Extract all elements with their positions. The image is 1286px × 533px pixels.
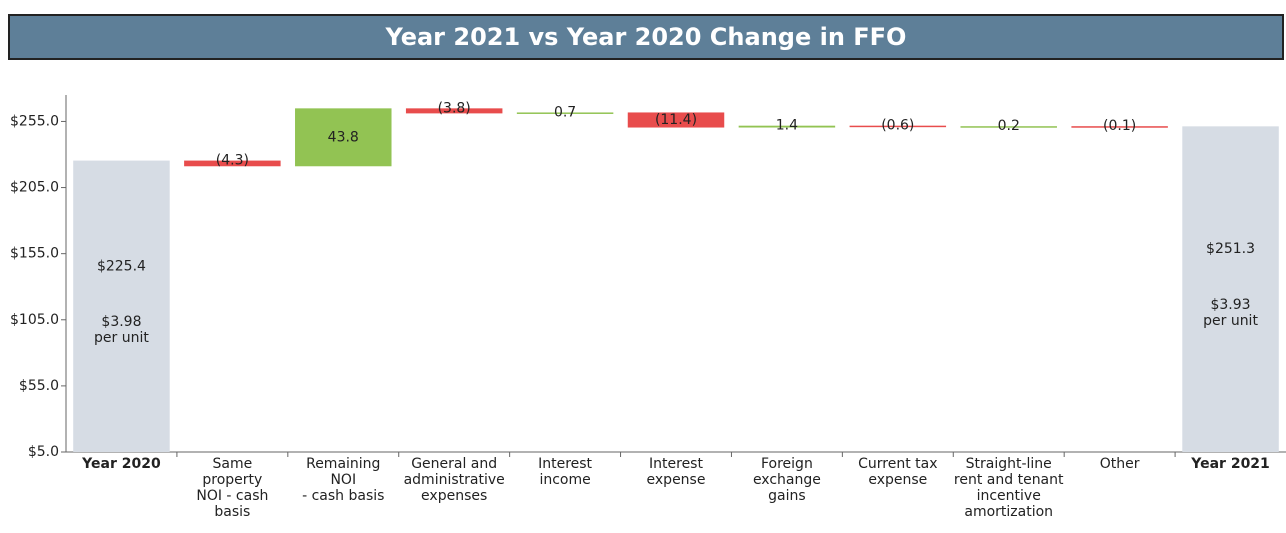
per-unit-label: $3.98 per unit <box>94 314 149 347</box>
value-label: (3.8) <box>438 100 471 116</box>
x-tick-label: Current tax expense <box>858 456 938 488</box>
value-label: 1.4 <box>776 118 798 134</box>
bar <box>849 125 947 128</box>
value-label: (0.6) <box>881 118 914 134</box>
bar <box>1182 126 1279 452</box>
value-label: 0.2 <box>998 118 1020 134</box>
x-tick-label: Interest income <box>538 456 593 488</box>
bar <box>627 112 725 128</box>
value-label: (0.1) <box>1103 118 1136 134</box>
y-tick-label: $105.0 <box>10 312 59 328</box>
y-tick-label: $55.0 <box>19 378 59 394</box>
value-label: (11.4) <box>655 112 697 128</box>
x-tick-label: Interest expense <box>646 456 706 488</box>
bar <box>738 125 836 128</box>
y-tick-label: $155.0 <box>10 246 59 262</box>
chart-title: Year 2021 vs Year 2020 Change in FFO <box>8 14 1284 60</box>
x-tick-label: General and administrative expenses <box>403 456 505 504</box>
x-tick-label: Remaining NOI - cash basis <box>302 456 385 504</box>
per-unit-label: $3.93 per unit <box>1203 297 1258 330</box>
bar <box>960 126 1057 128</box>
x-tick-label: Straight-line rent and tenant incentive … <box>953 456 1064 520</box>
bar <box>295 108 392 167</box>
value-label: $251.3 <box>1206 241 1255 257</box>
x-tick-label: Year 2020 <box>82 456 161 472</box>
x-tick-label: Other <box>1099 456 1140 472</box>
bar <box>1071 126 1168 128</box>
x-tick-label: Year 2021 <box>1191 456 1270 472</box>
value-label: 43.8 <box>328 129 359 145</box>
value-label: $225.4 <box>97 258 146 274</box>
y-tick-label: $5.0 <box>28 444 59 460</box>
y-tick-label: $255.0 <box>10 113 59 129</box>
bar <box>405 108 503 114</box>
x-tick-label: Same property NOI - cash basis <box>196 456 269 520</box>
value-label: 0.7 <box>554 104 576 120</box>
value-label: (4.3) <box>216 153 249 169</box>
x-tick-label: Foreign exchange gains <box>752 456 821 504</box>
bar <box>73 160 170 453</box>
bar <box>184 160 281 167</box>
bar <box>516 112 614 114</box>
y-tick-label: $205.0 <box>10 180 59 196</box>
